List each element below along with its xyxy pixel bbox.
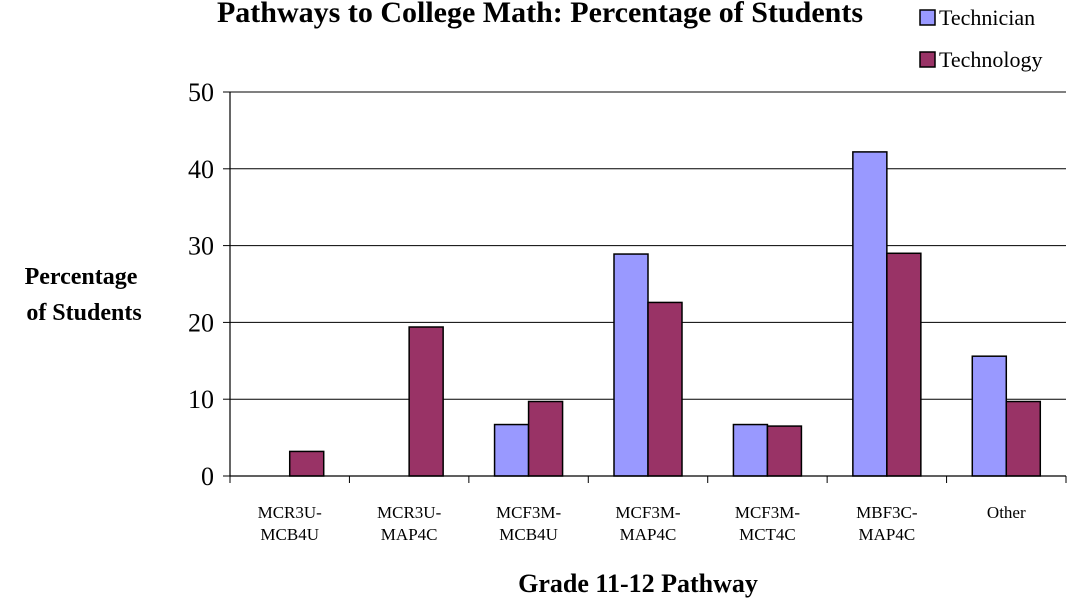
gridlines (223, 91, 1066, 477)
legend: Technician Technology (919, 5, 1043, 72)
x-tick-label: MCF3M-MCT4C (735, 503, 801, 544)
bar-technology (527, 400, 564, 477)
y-axis-label-line2: of Students (26, 300, 141, 326)
x-axis-label: Grade 11-12 Pathway (518, 569, 758, 598)
legend-label-technology: Technology (939, 47, 1043, 72)
y-axis-label: Percentage of Students (25, 264, 144, 326)
bars (288, 151, 1042, 477)
bar-technology (288, 450, 325, 477)
chart-title: Pathways to College Math: Percentage of … (217, 0, 863, 29)
legend-swatch-technician (919, 9, 936, 26)
y-tick-label: 30 (188, 232, 214, 261)
bar-technology (1005, 400, 1042, 477)
y-tick-labels: 0 10 20 30 40 50 (188, 78, 214, 491)
y-tick-label: 40 (188, 155, 214, 184)
y-tick-label: 20 (188, 308, 214, 337)
x-tick-label: MCF3M-MAP4C (615, 503, 681, 544)
y-tick-label: 50 (188, 78, 214, 107)
y-tick-label: 0 (201, 462, 214, 491)
bar-technology (886, 252, 922, 477)
bar-technician (852, 151, 888, 477)
x-tick-label: MCR3U-MCB4U (258, 503, 323, 544)
legend-swatch-technology (919, 51, 936, 68)
bar-technology (647, 301, 683, 477)
axes (229, 92, 1067, 483)
bar-technician (493, 423, 530, 477)
bar-technology (408, 326, 444, 477)
bar-technician (971, 355, 1008, 477)
y-axis-label-line1: Percentage (25, 264, 138, 290)
chart-title-group: Pathways to College Math: Percentage of … (217, 0, 863, 29)
x-tick-label: MBF3C-MAP4C (856, 503, 918, 544)
bar-technology (766, 425, 803, 477)
bar-technician (613, 253, 649, 477)
x-tick-label: Other (987, 503, 1026, 522)
x-tick-labels: MCR3U-MCB4U MCR3U-MAP4C MCF3M-MCB4U MCF3M-M… (258, 503, 1026, 544)
bar-technician (732, 423, 769, 477)
y-tick-label: 10 (188, 385, 214, 414)
x-tick-label: MCF3M-MCB4U (496, 503, 562, 544)
legend-label-technician: Technician (939, 5, 1035, 30)
x-tick-label: MCR3U-MAP4C (377, 503, 442, 544)
